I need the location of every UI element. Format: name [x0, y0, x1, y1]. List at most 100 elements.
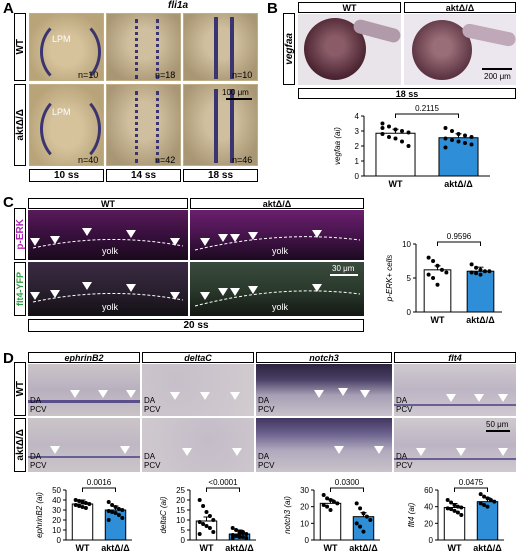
data-point — [325, 496, 330, 501]
chart-d-flt4: 0 20 40 60 flt4 (ai) WT aktΔ/Δ 0.0475 — [407, 478, 504, 553]
scale-bar-d — [486, 430, 510, 432]
data-point — [474, 271, 479, 276]
count-akt-14ss: n=42 — [155, 155, 176, 165]
data-point — [77, 499, 82, 503]
data-point — [237, 532, 242, 536]
data-point — [110, 503, 115, 507]
embryo-image-wt-14ss: n=18 — [106, 13, 181, 81]
p-bracket — [206, 487, 240, 492]
data-point — [469, 142, 474, 147]
vegfaa-image-wt — [298, 14, 401, 85]
chart-d-notch3: 0 10 20 30 notch3 (ai) WT aktΔ/Δ 0.0300 — [283, 478, 380, 553]
y-axis-label: vegfaa (ai) — [333, 127, 342, 165]
data-point — [469, 135, 474, 139]
data-point — [113, 511, 118, 515]
chart-c-perk: 0 5 10 p-ERK+ cells WT aktΔ/Δ 0.9596 — [385, 232, 502, 325]
scale-label-c: 30 μm — [332, 264, 355, 273]
y-tick-label: 50 — [52, 486, 61, 495]
x-tick-label: aktΔ/Δ — [225, 543, 254, 553]
data-point — [83, 501, 88, 505]
bar-1 — [466, 270, 495, 313]
data-point — [207, 526, 212, 530]
y-tick-label: 3 — [355, 127, 360, 136]
data-point — [478, 272, 483, 277]
data-point — [207, 514, 212, 518]
row-box-d-wt: WT — [14, 362, 26, 416]
data-point — [201, 504, 206, 508]
embryo-image-akt-18ss: n=46 — [183, 84, 258, 166]
data-point — [452, 508, 457, 513]
x-tick-label: WT — [76, 543, 90, 553]
y-tick-label: 60 — [424, 486, 433, 495]
data-point — [244, 532, 249, 536]
row-box-d-akt: aktΔ/Δ — [14, 418, 26, 472]
ish-image-notch3-akt: DA PCV — [256, 418, 392, 472]
data-point — [478, 492, 483, 497]
scale-label-a: 100 μm — [222, 88, 249, 97]
y-tick-label: 0 — [57, 536, 62, 545]
embryo-image-akt-14ss: n=42 — [106, 84, 181, 166]
panel-label-c: C — [3, 194, 14, 211]
data-point — [456, 139, 461, 144]
y-tick-label: 1 — [355, 157, 360, 166]
data-point — [485, 496, 490, 501]
y-tick-label: 20 — [300, 503, 309, 512]
row-box-wt: WT — [14, 13, 26, 81]
data-point — [478, 267, 483, 272]
y-tick-label: 15 — [176, 506, 185, 515]
flt4yfp-image-akt: yolk 30 μm — [190, 262, 364, 316]
data-point — [459, 505, 464, 510]
y-tick-label: 25 — [176, 486, 185, 495]
y-tick-label: 2 — [355, 142, 360, 151]
gene-box-flt4: flt4 — [394, 352, 516, 363]
data-point — [328, 508, 333, 512]
panel-label-d: D — [3, 350, 14, 367]
data-point — [469, 262, 474, 267]
x-tick-label: WT — [200, 543, 214, 553]
chart-b-vegfaa: 0 1 2 3 4 vegfaa (ai) WT aktΔ/Δ 0.2115 — [333, 104, 490, 189]
data-point — [426, 272, 431, 277]
data-point — [116, 507, 121, 511]
row-label-perk: p-ERK — [14, 218, 26, 250]
x-tick-label: WT — [448, 543, 462, 553]
y-tick-label: 30 — [300, 486, 309, 495]
row-box-akt: aktΔ/Δ — [14, 84, 26, 166]
data-point — [386, 124, 391, 129]
ish-image-ephrinb2-akt: DA PCV — [28, 418, 140, 472]
y-axis-label: flt4 (ai) — [407, 502, 416, 527]
data-point — [452, 503, 457, 507]
ish-image-deltac-wt: DA PCV — [142, 364, 254, 416]
data-point — [449, 138, 454, 142]
y-tick-label: 4 — [355, 112, 360, 121]
data-point — [331, 499, 336, 504]
scale-bar-b — [482, 68, 512, 70]
y-tick-label: 5 — [407, 274, 412, 283]
data-point — [197, 498, 202, 502]
y-tick-label: 10 — [300, 519, 309, 528]
data-point — [435, 282, 440, 287]
pcv-label-ephrinb2-wt: PCV — [30, 405, 47, 414]
data-point — [237, 535, 242, 539]
x-tick-label: aktΔ/Δ — [444, 179, 473, 189]
data-point — [328, 498, 333, 502]
data-point — [358, 506, 363, 511]
data-point — [211, 530, 216, 534]
data-point — [478, 501, 483, 506]
p-bracket — [454, 487, 488, 492]
data-point — [335, 501, 340, 506]
y-tick-label: 20 — [424, 519, 433, 528]
p-value: 0.0475 — [459, 478, 484, 487]
data-point — [120, 508, 125, 512]
p-bracket — [437, 241, 481, 246]
gene-box-ephrinb2: ephrinB2 — [28, 352, 140, 363]
data-point — [240, 535, 245, 539]
data-point — [380, 126, 385, 130]
data-point — [368, 518, 373, 522]
data-point — [444, 270, 449, 275]
stage-box-18ss: 18 ss — [183, 169, 258, 182]
row-label-d-akt: aktΔ/Δ — [14, 429, 26, 461]
count-akt-18ss: n=46 — [232, 155, 253, 165]
data-point — [400, 129, 405, 133]
